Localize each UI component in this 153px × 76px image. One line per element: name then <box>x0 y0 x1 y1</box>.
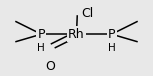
Text: Cl: Cl <box>81 7 93 20</box>
Text: Rh: Rh <box>68 28 85 41</box>
Text: P: P <box>108 28 116 41</box>
Text: O: O <box>46 60 55 73</box>
Text: H: H <box>108 43 116 53</box>
Text: P: P <box>37 28 45 41</box>
Text: H: H <box>37 43 45 53</box>
